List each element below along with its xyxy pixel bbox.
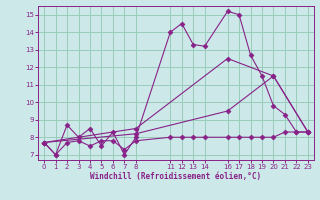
X-axis label: Windchill (Refroidissement éolien,°C): Windchill (Refroidissement éolien,°C) — [91, 172, 261, 181]
